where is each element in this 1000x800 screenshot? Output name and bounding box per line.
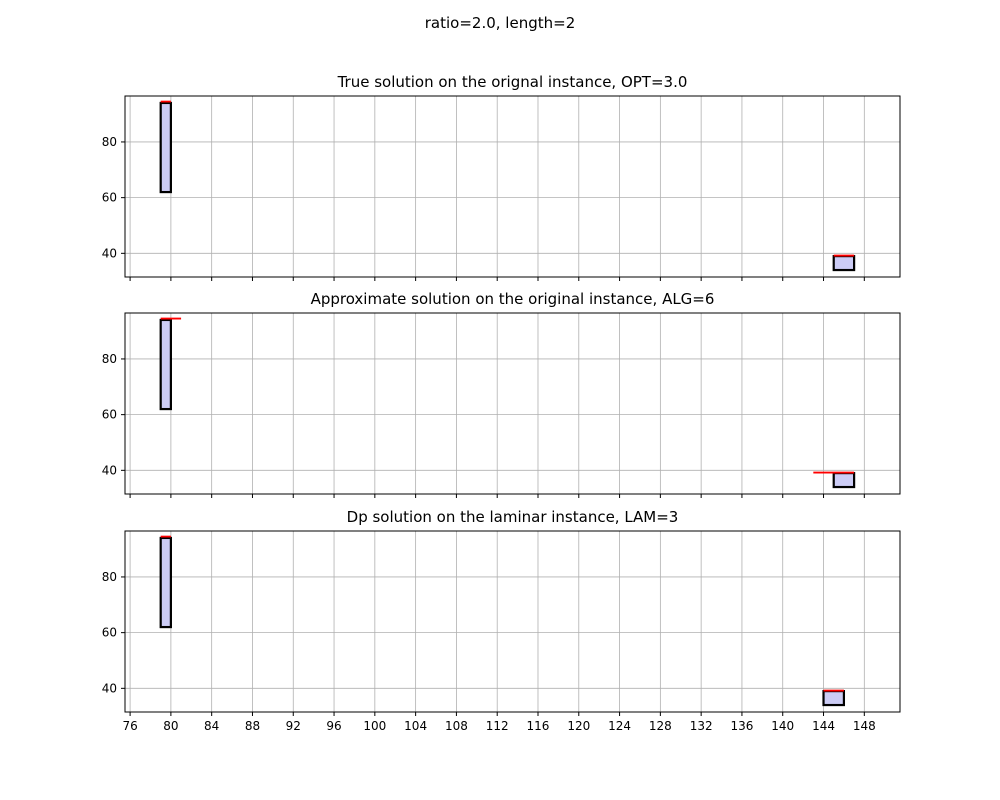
data-rect-2: [822, 690, 846, 707]
x-tick-label: 100: [363, 719, 386, 733]
y-tick-label: 40: [102, 681, 117, 695]
data-rect-2: [832, 255, 856, 272]
subplot-1: True solution on the orignal instance, O…: [102, 73, 901, 281]
y-tick-label: 80: [102, 570, 117, 584]
data-rect-2: [832, 472, 856, 489]
x-tick-label: 108: [445, 719, 468, 733]
data-rect-1: [159, 318, 172, 411]
y-tick-label: 80: [102, 135, 117, 149]
x-tick-label: 148: [853, 719, 876, 733]
y-tick-label: 40: [102, 463, 117, 477]
axes-frame: [124, 530, 901, 713]
x-tick-label: 140: [771, 719, 794, 733]
x-tick-label: 80: [163, 719, 178, 733]
y-tick-label: 60: [102, 408, 117, 422]
subplot-title: Approximate solution on the original ins…: [311, 290, 715, 308]
y-tick-label: 40: [102, 246, 117, 260]
subplot-title: Dp solution on the laminar instance, LAM…: [347, 508, 679, 526]
x-tick-label: 120: [567, 719, 590, 733]
x-tick-label: 136: [730, 719, 753, 733]
axes-frame: [124, 312, 901, 495]
subplot-3: Dp solution on the laminar instance, LAM…: [102, 508, 901, 733]
subplot-2: Approximate solution on the original ins…: [102, 290, 901, 498]
subplots: True solution on the orignal instance, O…: [102, 73, 901, 733]
x-tick-label: 92: [286, 719, 301, 733]
x-tick-label: 132: [690, 719, 713, 733]
figure-suptitle: ratio=2.0, length=2: [425, 14, 575, 32]
subplot-title: True solution on the orignal instance, O…: [337, 73, 688, 91]
x-tick-label: 88: [245, 719, 260, 733]
data-rect-1: [159, 101, 172, 194]
x-tick-label: 144: [812, 719, 835, 733]
x-tick-label: 128: [649, 719, 672, 733]
x-tick-label: 124: [608, 719, 631, 733]
x-tick-label: 76: [122, 719, 137, 733]
y-tick-label: 60: [102, 191, 117, 205]
x-tick-label: 84: [204, 719, 219, 733]
y-tick-label: 80: [102, 352, 117, 366]
y-tick-label: 60: [102, 626, 117, 640]
data-rect-1: [159, 536, 172, 629]
x-tick-label: 116: [527, 719, 550, 733]
x-tick-label: 104: [404, 719, 427, 733]
x-tick-label: 112: [486, 719, 509, 733]
axes-frame: [124, 95, 901, 278]
x-tick-label: 96: [326, 719, 341, 733]
